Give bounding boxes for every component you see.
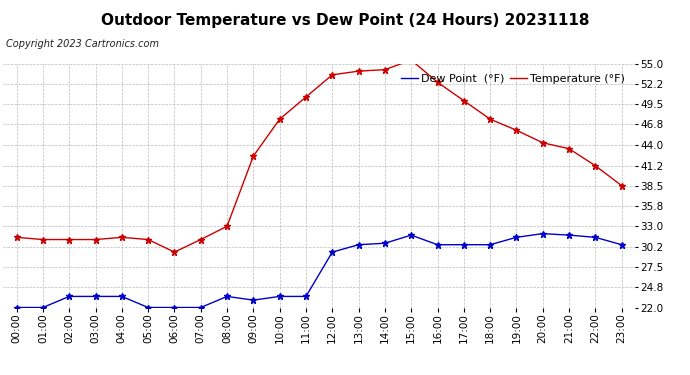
- Text: Outdoor Temperature vs Dew Point (24 Hours) 20231118: Outdoor Temperature vs Dew Point (24 Hou…: [101, 13, 589, 28]
- Text: Copyright 2023 Cartronics.com: Copyright 2023 Cartronics.com: [6, 39, 159, 50]
- Legend: Dew Point  (°F), Temperature (°F): Dew Point (°F), Temperature (°F): [397, 69, 629, 88]
